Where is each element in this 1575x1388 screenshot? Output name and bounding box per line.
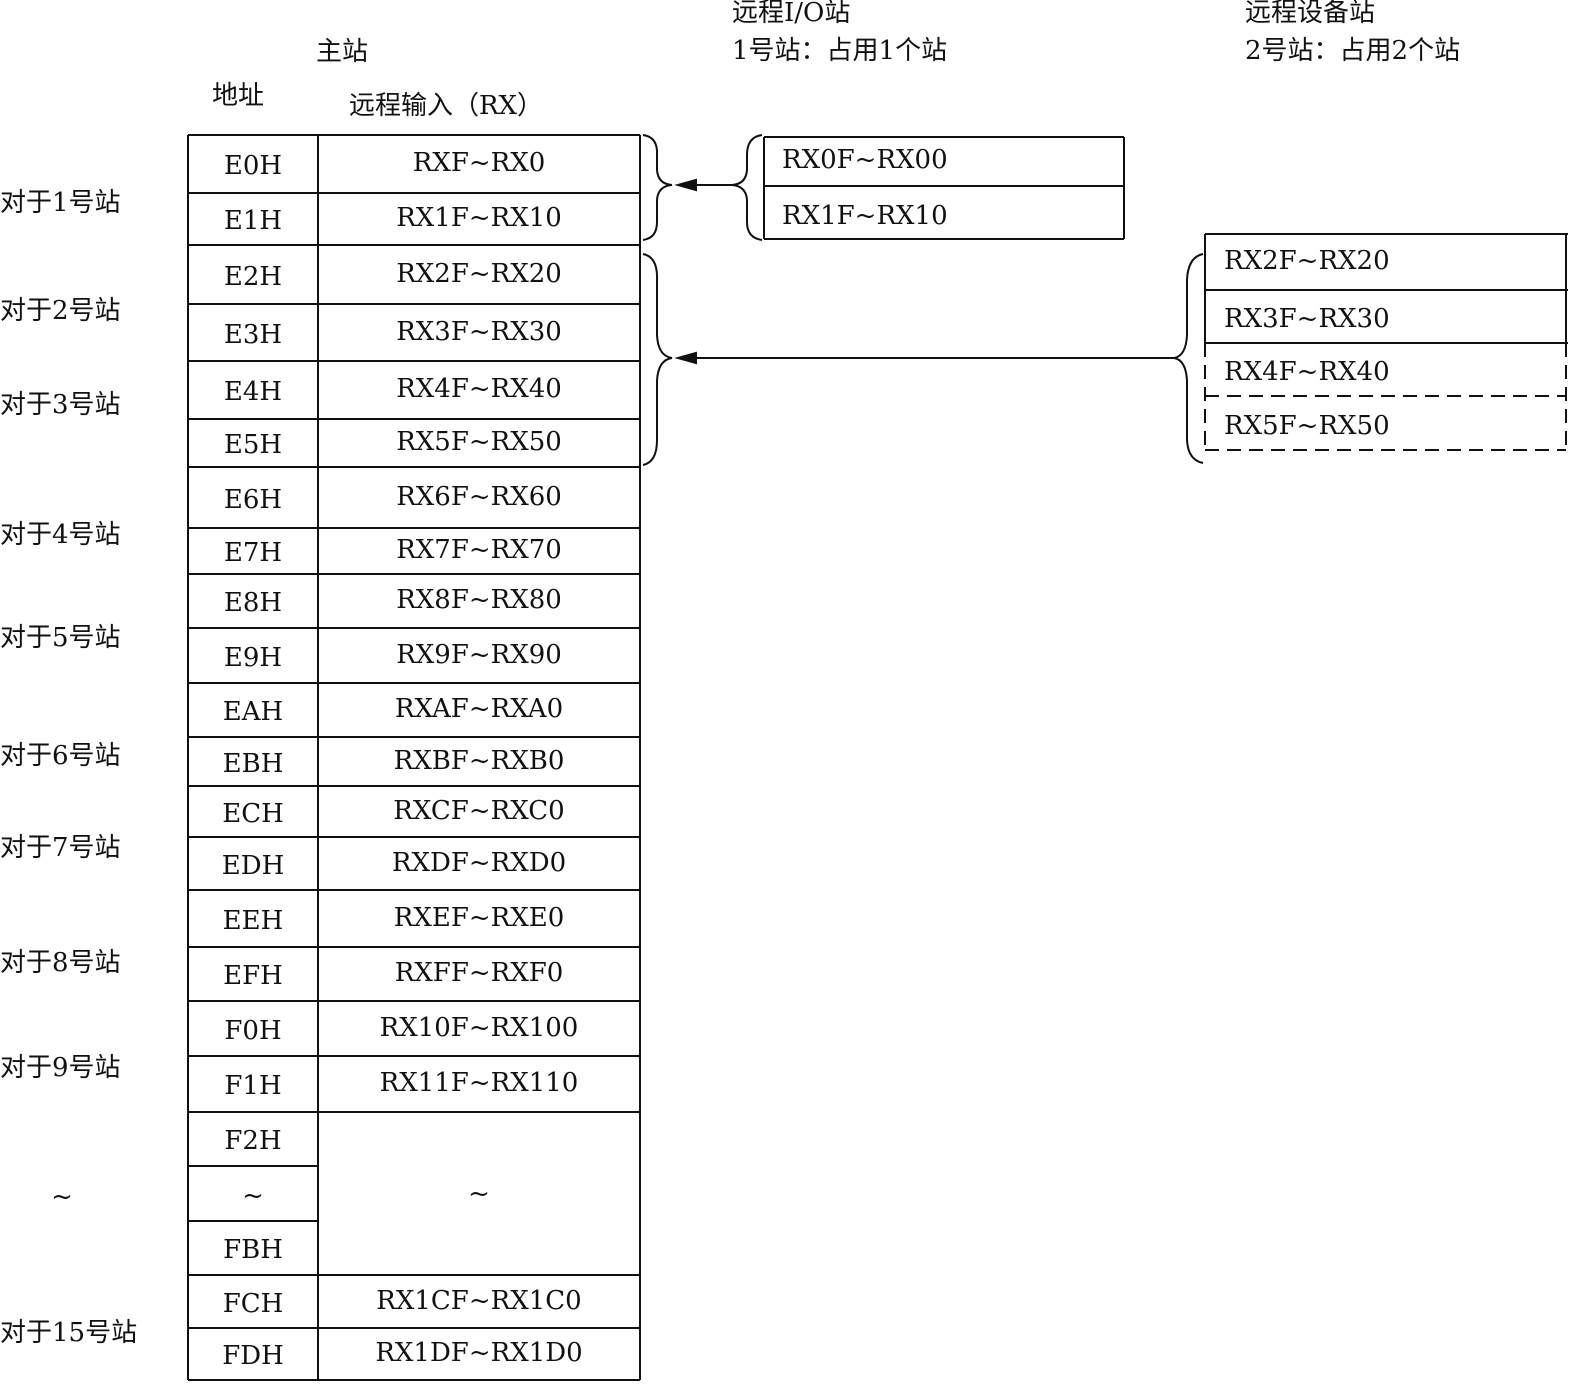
address-cell: EDH [221,850,285,881]
remote-device-row: RX3F~RX30 [1224,304,1390,334]
remote-input-cell: RX1CF~RX1C0 [376,1285,582,1316]
address-cell: EEH [222,905,284,936]
station-label: 对于5号站 [0,623,121,653]
address-cell: F2H [224,1126,282,1156]
station-label: 对于8号站 [0,948,121,978]
address-cell: ~ [242,1180,264,1211]
address-cell: E1H [223,206,283,236]
station-label: 对于15号站 [0,1318,138,1348]
remote-io-subtitle: 1号站：占用1个站 [732,36,948,66]
remote-input-cell: RXBF~RXB0 [393,745,565,776]
address-cell: FDH [222,1341,284,1371]
arrowhead-icon [674,351,697,365]
master-brace-station1 [642,134,673,241]
remote-input-cell: RX8F~RX80 [396,585,562,615]
remote-device-row: RX5F~RX50 [1224,411,1390,441]
address-cell: E6H [223,484,283,515]
address-cell: E2H [223,261,283,292]
remote-input-cell: RXCF~RXC0 [393,795,565,826]
address-cell: E0H [223,151,283,181]
station-label: ~ [51,1182,73,1212]
station-label: 对于2号站 [0,296,121,326]
address-cell: ECH [222,798,284,829]
station-label: 对于7号站 [0,833,121,863]
address-cell: F0H [224,1015,282,1046]
address-cell: E9H [223,642,283,673]
merged-range-cell: ~ [468,1178,490,1209]
station-label: 对于6号站 [0,741,121,771]
address-cell: E5H [223,430,283,460]
remote-input-cell: RX4F~RX40 [396,374,562,404]
remote-input-cell: RXF~RX0 [412,148,546,178]
address-cell: E7H [223,538,283,568]
remote-input-cell: RX1DF~RX1D0 [375,1338,583,1368]
remote-io-title: 远程I/O站 [732,0,851,28]
remote-input-cell: RXFF~RXF0 [394,958,564,988]
arrowhead-icon [674,178,697,192]
remote-device-title: 远程设备站 [1245,0,1376,28]
remote-input-header: 远程输入（RX） [348,91,544,121]
remote-input-cell: RX2F~RX20 [396,258,562,289]
address-cell: E4H [223,377,283,407]
address-cell: EAH [222,697,284,727]
master-brace-station2 [642,253,673,466]
remote-device-subtitle: 2号站：占用2个站 [1245,36,1461,66]
io-brace [731,134,763,241]
address-cell: FBH [223,1235,283,1265]
remote-device-row: RX2F~RX20 [1224,246,1390,276]
address-cell: E8H [223,588,283,618]
remote-input-cell: RXAF~RXA0 [394,694,564,724]
remote-input-cell: RX6F~RX60 [396,481,562,512]
device-brace [1173,253,1204,464]
station-label: 对于3号站 [0,390,121,420]
remote-input-cell: RX1F~RX10 [396,203,562,233]
station-label: 对于1号站 [0,188,121,218]
remote-input-cell: RX10F~RX100 [379,1012,579,1043]
remote-io-row: RX0F~RX00 [782,145,948,175]
remote-input-cell: RX7F~RX70 [396,535,562,565]
remote-input-cell: RXEF~RXE0 [393,902,565,933]
station-label: 对于4号站 [0,520,121,550]
station-label: 对于9号站 [0,1053,121,1083]
address-header: 地址 [211,81,265,111]
address-cell: EFH [223,961,283,991]
remote-input-cell: RX5F~RX50 [396,427,562,457]
address-cell: EBH [222,748,284,779]
remote-input-cell: RX9F~RX90 [396,639,562,670]
address-cell: E3H [223,319,283,350]
remote-input-cell: RX3F~RX30 [396,316,562,347]
remote-device-row: RX4F~RX40 [1224,357,1390,387]
remote-input-cell: RX11F~RX110 [379,1068,579,1098]
address-cell: F1H [224,1071,282,1101]
remote-io-row: RX1F~RX10 [782,201,948,231]
master-station-title: 主站 [315,37,369,67]
remote-input-cell: RXDF~RXD0 [391,847,567,878]
address-cell: FCH [222,1288,284,1319]
